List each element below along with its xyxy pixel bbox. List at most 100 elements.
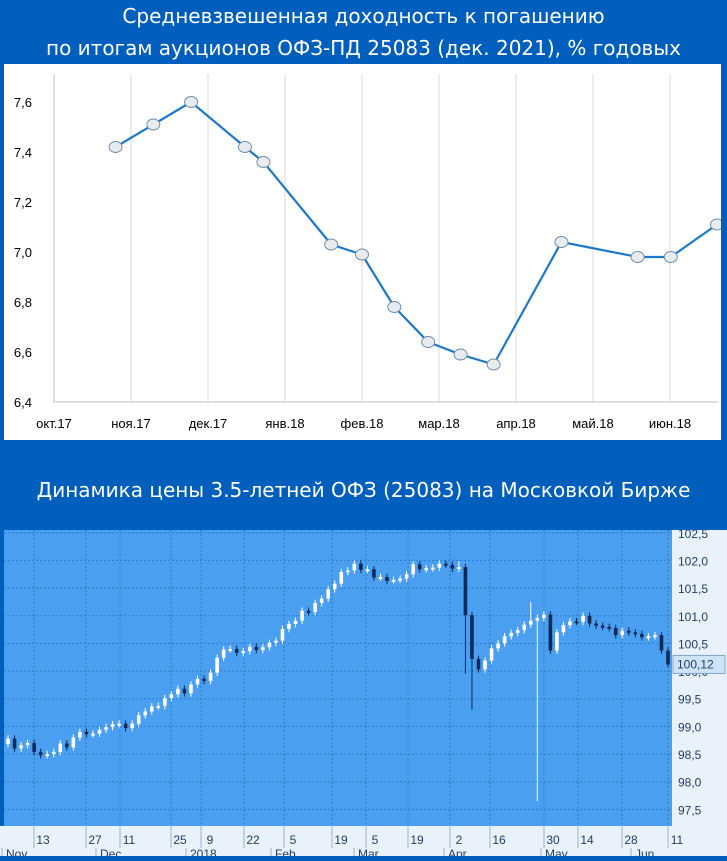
candle-body	[91, 733, 95, 736]
candle-body	[25, 743, 30, 746]
candle-body	[378, 577, 383, 580]
candle-body	[189, 684, 193, 694]
candle-body	[391, 579, 396, 582]
candle-body	[38, 751, 43, 756]
data-point	[256, 156, 271, 168]
last-price-label: 100,12	[677, 657, 714, 671]
candle-body	[437, 563, 442, 568]
x-tick-label: 19	[334, 833, 348, 847]
candle-body	[97, 729, 102, 734]
x-month-label: Feb	[275, 847, 296, 856]
candle-body	[104, 726, 108, 730]
candle-body	[666, 650, 670, 665]
chart2-title: Динамика цены 3.5-летней ОФЗ (25083) на …	[36, 478, 691, 502]
candle-body	[444, 563, 448, 566]
candle-body	[287, 624, 291, 630]
y-tick-label: 100,5	[678, 637, 708, 651]
candle-body	[208, 672, 213, 682]
candle-body	[215, 657, 219, 673]
yield-chart: 6,4 6,6 6,8 7,0 7,2 7,4 7,6 окт.17 ноя.17 дек.17 я…	[14, 74, 724, 431]
candle-body	[149, 706, 154, 712]
candle-body	[535, 617, 540, 621]
candle-body	[78, 731, 82, 738]
candle-body	[600, 625, 605, 628]
x-tick-label: 9	[207, 833, 214, 847]
candle-body	[234, 648, 239, 653]
x-tick-label: 5	[372, 833, 379, 847]
data-point	[387, 301, 402, 313]
price-axis-area	[672, 530, 727, 826]
x-tick-label: дек.17	[189, 416, 228, 431]
y-tick-label: 97,5	[678, 803, 702, 817]
candle-body	[123, 723, 128, 729]
candle-body	[280, 629, 285, 641]
data-point	[324, 238, 339, 251]
candle-body	[372, 569, 376, 578]
candle-body	[483, 660, 487, 670]
data-point	[554, 236, 569, 248]
x-tick-label: 16	[492, 833, 506, 847]
data-point	[663, 251, 678, 263]
candle-body	[607, 626, 611, 629]
y-tick-label: 102,5	[678, 530, 708, 541]
y-tick-label: 101,5	[678, 582, 708, 596]
x-tick-label: апр.18	[496, 416, 536, 431]
x-tick-label: 28	[624, 833, 638, 847]
candle-body	[117, 723, 121, 726]
candle-body	[176, 688, 180, 695]
y-tick-label: 7,6	[14, 95, 32, 110]
candle-body	[346, 570, 350, 573]
candle-body	[515, 630, 520, 633]
candle-body	[274, 640, 278, 643]
y-tick-label: 6,6	[14, 345, 32, 360]
candle-body	[319, 598, 324, 604]
candle-plot-area	[4, 530, 672, 826]
candle-body	[326, 589, 330, 599]
candle-body	[6, 738, 10, 745]
candle-body	[332, 583, 337, 590]
candle-body	[306, 610, 311, 613]
candle-body	[496, 643, 500, 649]
candle-body	[633, 632, 638, 635]
x-tick-label: 27	[88, 833, 102, 847]
candle-body	[71, 737, 76, 748]
x-month-label: Mar	[358, 847, 379, 856]
price-chart: 97,598,098,599,099,5100,0100,5101,0101,5…	[0, 527, 727, 861]
candle-body	[594, 623, 598, 626]
candle-body	[58, 743, 63, 752]
candle-body	[182, 688, 187, 694]
candle-body	[195, 678, 200, 685]
candle-body	[548, 614, 553, 651]
candle-body	[339, 572, 344, 584]
candle-body	[293, 620, 298, 625]
x-tick-label: окт.17	[36, 416, 72, 431]
data-point	[355, 248, 369, 261]
candle-body	[417, 564, 422, 570]
candle-body	[646, 636, 651, 639]
candle-body	[626, 630, 631, 633]
x-tick-label: ноя.17	[111, 416, 151, 431]
data-point	[237, 141, 252, 153]
candle-body	[659, 635, 664, 651]
candle-body	[502, 636, 507, 644]
x-tick-label: 14	[580, 833, 594, 847]
candle-body	[143, 711, 148, 716]
y-tick-label: 6,4	[14, 395, 32, 410]
data-point	[630, 251, 645, 263]
candle-body	[130, 723, 134, 729]
x-tick-label: 19	[410, 833, 424, 847]
candle-body	[613, 627, 618, 636]
candle-body	[261, 647, 265, 651]
y-tick-label: 7,0	[14, 245, 32, 260]
x-month-label: Apr	[448, 847, 467, 856]
x-tick-label: 5	[290, 833, 297, 847]
x-tick-label: 11	[123, 833, 136, 847]
candle-body	[313, 603, 317, 612]
candle-body	[32, 743, 36, 752]
x-month-label: May	[545, 847, 568, 856]
y-tick-label: 102,0	[678, 554, 708, 568]
candle-body	[568, 621, 572, 626]
candle-body	[640, 634, 644, 638]
candle-body	[254, 646, 259, 651]
y-tick-label: 7,4	[14, 145, 32, 160]
